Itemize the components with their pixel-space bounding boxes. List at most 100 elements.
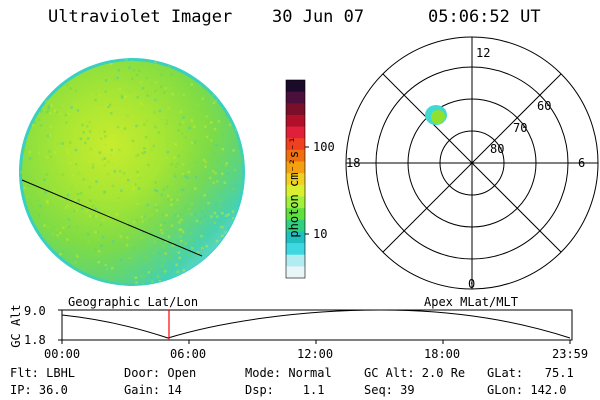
disk-speckle	[207, 67, 210, 71]
disk-speckle	[119, 170, 122, 173]
disk-speckle	[214, 251, 217, 255]
disk-speckle	[108, 217, 111, 220]
disk-speckle	[238, 145, 241, 149]
disk-speckle	[213, 221, 217, 224]
disk-speckle	[117, 196, 121, 200]
disk-speckle	[208, 260, 211, 264]
disk-speckle	[135, 154, 138, 158]
disk-speckle	[111, 240, 115, 243]
disk-speckle	[86, 125, 89, 128]
disk-speckle	[221, 234, 224, 237]
disk-speckle	[146, 225, 149, 229]
disk-speckle	[61, 272, 64, 275]
disk-speckle	[176, 270, 179, 273]
disk-speckle	[147, 218, 151, 222]
disk-speckle	[23, 287, 26, 290]
disk-speckle	[44, 99, 48, 103]
disk-speckle	[179, 283, 183, 285]
disk-speckle	[225, 70, 228, 74]
disk-speckle	[225, 255, 228, 258]
disk-speckle	[92, 124, 95, 128]
disk-speckle	[69, 87, 72, 90]
disk-speckle	[222, 99, 225, 103]
disk-speckle	[141, 87, 145, 90]
disk-speckle	[30, 226, 34, 230]
disk-speckle	[221, 94, 224, 98]
disk-speckle	[110, 148, 113, 152]
colorbar-tick-10: 10	[313, 227, 328, 241]
disk-speckle	[235, 184, 239, 187]
disk-speckle	[154, 60, 157, 63]
disk-speckle	[69, 274, 72, 278]
disk-speckle	[136, 174, 140, 177]
disk-speckle	[161, 231, 164, 235]
disk-speckle	[29, 246, 32, 250]
disk-speckle	[179, 110, 183, 114]
disk-speckle	[27, 263, 31, 267]
disk-speckle	[104, 263, 107, 267]
disk-speckle	[216, 159, 220, 163]
disk-speckle	[167, 235, 171, 238]
disk-speckle	[183, 183, 186, 187]
disk-speckle	[23, 278, 26, 282]
disk-speckle	[176, 214, 179, 218]
footer-glat: GLat: 75.1	[487, 366, 574, 380]
disk-speckle	[158, 243, 161, 246]
disk-speckle	[20, 250, 23, 253]
disk-speckle	[56, 111, 59, 114]
disk-speckle	[232, 71, 235, 75]
disk-speckle	[242, 244, 244, 247]
disk-speckle	[241, 104, 244, 108]
disk-speckle	[95, 180, 98, 183]
disk-speckle	[161, 239, 165, 242]
disk-speckle	[75, 208, 78, 212]
disk-speckle	[195, 219, 199, 223]
disk-speckle	[236, 80, 239, 84]
disk-speckle	[200, 233, 204, 236]
disk-speckle	[59, 231, 62, 235]
disk-speckle	[138, 176, 141, 180]
colorbar-band	[286, 161, 305, 174]
disk-speckle	[163, 221, 167, 225]
disk-speckle	[20, 199, 23, 203]
disk-speckle	[44, 191, 47, 194]
disk-speckle	[203, 99, 207, 103]
disk-speckle	[20, 183, 24, 186]
disk-speckle	[167, 106, 171, 110]
disk-speckle	[82, 241, 86, 244]
disk-speckle	[205, 135, 209, 139]
disk-speckle	[117, 150, 120, 154]
disk-speckle	[72, 174, 75, 177]
disk-speckle	[221, 225, 224, 229]
disk-speckle	[217, 120, 220, 123]
disk-speckle	[104, 135, 107, 138]
disk-speckle	[204, 69, 207, 72]
disk-speckle	[62, 226, 65, 229]
date-label: 30 Jun 07	[272, 7, 365, 27]
disk-speckle	[41, 274, 45, 277]
disk-speckle	[226, 267, 230, 270]
disk-speckle	[226, 88, 229, 92]
terminator-line	[21, 179, 203, 257]
disk-speckle	[157, 131, 161, 134]
disk-speckle	[163, 270, 167, 273]
disk-speckle	[215, 204, 218, 207]
disk-speckle	[56, 252, 60, 255]
disk-speckle	[35, 251, 38, 254]
colorbar-band	[286, 254, 305, 267]
disk-speckle	[150, 83, 153, 87]
disk-speckle	[184, 242, 187, 245]
disk-speckle	[200, 181, 203, 185]
disk-speckle	[117, 68, 121, 72]
disk-speckle	[196, 72, 200, 75]
disk-speckle	[185, 150, 188, 153]
disk-speckle	[120, 96, 124, 99]
disk-speckle	[89, 147, 93, 151]
disk-speckle	[118, 199, 121, 202]
disk-speckle	[109, 145, 112, 148]
disk-speckle	[182, 269, 186, 272]
polar-lat-60: 60	[537, 99, 552, 113]
colorbar-band	[286, 231, 305, 244]
disk-speckle	[139, 274, 143, 277]
disk-speckle	[48, 150, 51, 153]
